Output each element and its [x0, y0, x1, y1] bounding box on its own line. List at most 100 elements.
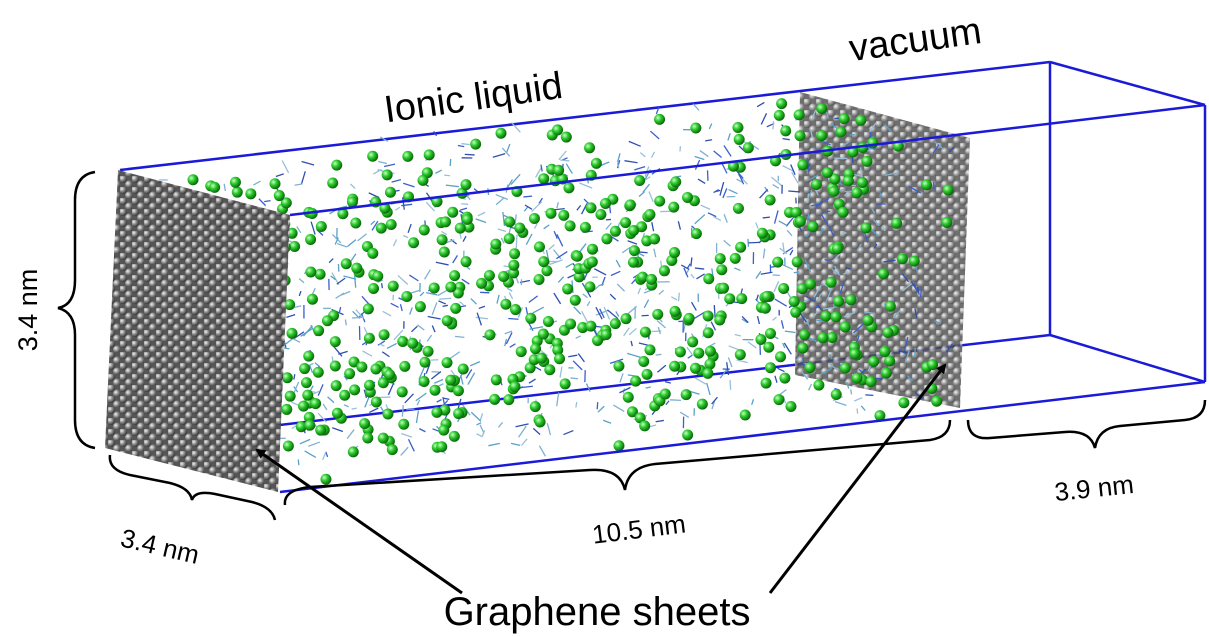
anion	[281, 372, 293, 384]
anion	[382, 408, 394, 420]
anion	[654, 195, 666, 207]
molecule-bond	[423, 269, 431, 280]
anion	[305, 266, 317, 278]
molecule-bond	[436, 398, 442, 403]
anion	[381, 169, 393, 181]
anion	[714, 314, 726, 326]
molecule-bond	[553, 292, 562, 305]
molecule-bond	[902, 281, 914, 292]
molecule-bond	[383, 163, 396, 168]
molecule-bond	[722, 188, 728, 199]
molecule-bond	[849, 133, 855, 136]
molecule-bond	[621, 246, 631, 254]
anion	[498, 270, 510, 282]
molecule-bond	[520, 385, 533, 389]
molecule-bond	[258, 198, 267, 207]
molecule-bond	[575, 335, 581, 339]
anion	[879, 345, 891, 357]
anion	[441, 357, 453, 369]
molecule-bond	[657, 364, 667, 373]
anion	[702, 367, 714, 379]
molecule-bond	[479, 413, 484, 422]
molecule-bond	[411, 325, 418, 333]
molecule-bond	[534, 166, 543, 178]
anion	[760, 377, 772, 389]
molecule-bond	[599, 308, 605, 319]
anion	[793, 109, 805, 121]
anion	[524, 362, 536, 374]
molecule-bond	[828, 362, 838, 371]
anion	[363, 332, 375, 344]
molecule-bond	[563, 429, 574, 436]
anion	[639, 420, 651, 432]
molecule-bond	[773, 280, 780, 293]
anion	[327, 177, 339, 189]
molecule-bond	[679, 411, 690, 418]
anion	[299, 363, 311, 375]
molecule-bond	[578, 243, 587, 253]
molecule-bond	[919, 286, 923, 298]
vacuum-length-label: 3.9 nm	[1053, 469, 1135, 507]
molecule-bond	[820, 367, 832, 375]
molecule-bond	[791, 171, 799, 184]
molecule-bond	[824, 197, 830, 202]
molecule-bond	[873, 219, 880, 227]
anion	[329, 336, 341, 348]
anion	[554, 353, 566, 365]
anion	[687, 336, 699, 348]
molecule-bond	[523, 195, 533, 198]
molecule-bond	[392, 239, 398, 247]
molecule-bond	[299, 438, 311, 445]
anion	[829, 173, 841, 185]
molecule-bond	[580, 203, 588, 215]
molecule-bond	[785, 216, 795, 227]
molecule-bond	[418, 367, 425, 380]
anion	[375, 222, 387, 234]
molecule-bond	[461, 142, 470, 146]
molecule-bond	[713, 150, 722, 158]
anion	[509, 304, 521, 316]
anion	[438, 424, 450, 436]
molecule-bond	[932, 181, 935, 190]
anion	[736, 293, 748, 305]
anion	[761, 290, 773, 302]
anion	[362, 432, 374, 444]
molecule-bond	[434, 378, 444, 384]
molecule-bond	[515, 234, 518, 249]
anion	[431, 406, 443, 418]
anion	[592, 334, 604, 346]
molecule-bond	[860, 368, 867, 375]
molecule-bond	[726, 362, 730, 376]
molecule-bond	[488, 442, 500, 447]
molecule-bond	[332, 427, 344, 433]
molecule-bond	[801, 371, 809, 380]
anion	[732, 202, 744, 214]
molecule-bond	[283, 337, 294, 347]
molecule-bond	[788, 190, 800, 193]
molecule-bond	[343, 375, 348, 381]
molecule-bond	[406, 408, 415, 411]
anion	[418, 376, 430, 388]
molecule-bond	[492, 153, 506, 158]
molecule-bond	[882, 225, 886, 232]
anion	[378, 329, 390, 341]
molecule-bond	[860, 405, 866, 411]
anion	[385, 218, 397, 230]
molecule-bond	[336, 277, 346, 285]
anion	[315, 221, 327, 233]
anion	[525, 312, 537, 324]
anion	[350, 217, 362, 229]
molecule-bond	[619, 386, 631, 394]
molecule-bond	[845, 266, 851, 270]
molecule-bond	[812, 311, 818, 318]
anion	[624, 199, 636, 211]
molecule-bond	[616, 153, 621, 163]
anion	[429, 384, 441, 396]
anion	[821, 167, 833, 179]
molecule-bond	[379, 343, 385, 347]
anion	[804, 362, 816, 374]
molecule-bond	[426, 334, 433, 342]
anion	[790, 206, 802, 218]
molecule-bond	[816, 319, 826, 323]
molecule-bond	[594, 268, 607, 276]
